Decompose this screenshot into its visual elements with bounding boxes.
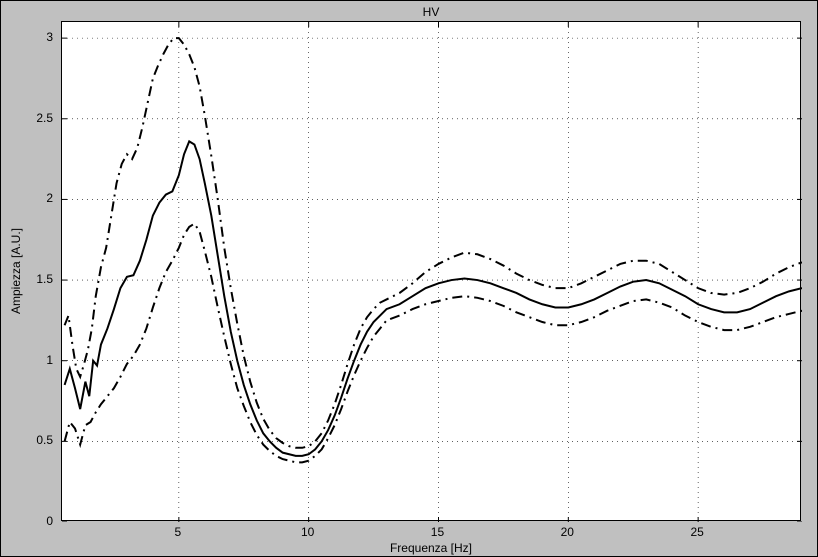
figure: HV Frequenza [Hz] Ampiezza [A.U.] 510152…: [0, 0, 818, 557]
x-tick-label: 10: [301, 525, 314, 539]
y-tick-label: 1: [46, 353, 53, 367]
x-axis-label: Frequenza [Hz]: [390, 541, 472, 555]
y-tick-label: 2.5: [36, 111, 53, 125]
y-tick-label: 0.5: [36, 433, 53, 447]
x-tick-label: 5: [174, 525, 181, 539]
y-tick-label: 1.5: [36, 272, 53, 286]
x-tick-label: 20: [561, 525, 574, 539]
x-tick-label: 25: [690, 525, 703, 539]
series-mean: [65, 141, 802, 456]
y-tick-label: 0: [46, 514, 53, 528]
y-tick-label: 3: [46, 30, 53, 44]
series-lower: [65, 224, 802, 463]
x-tick-label: 15: [431, 525, 444, 539]
plot-svg: [62, 22, 802, 522]
series-upper: [65, 38, 802, 448]
y-axis-label: Ampiezza [A.U.]: [9, 228, 23, 314]
chart-title: HV: [423, 5, 440, 19]
axes-area: [61, 21, 801, 521]
y-tick-label: 2: [46, 191, 53, 205]
